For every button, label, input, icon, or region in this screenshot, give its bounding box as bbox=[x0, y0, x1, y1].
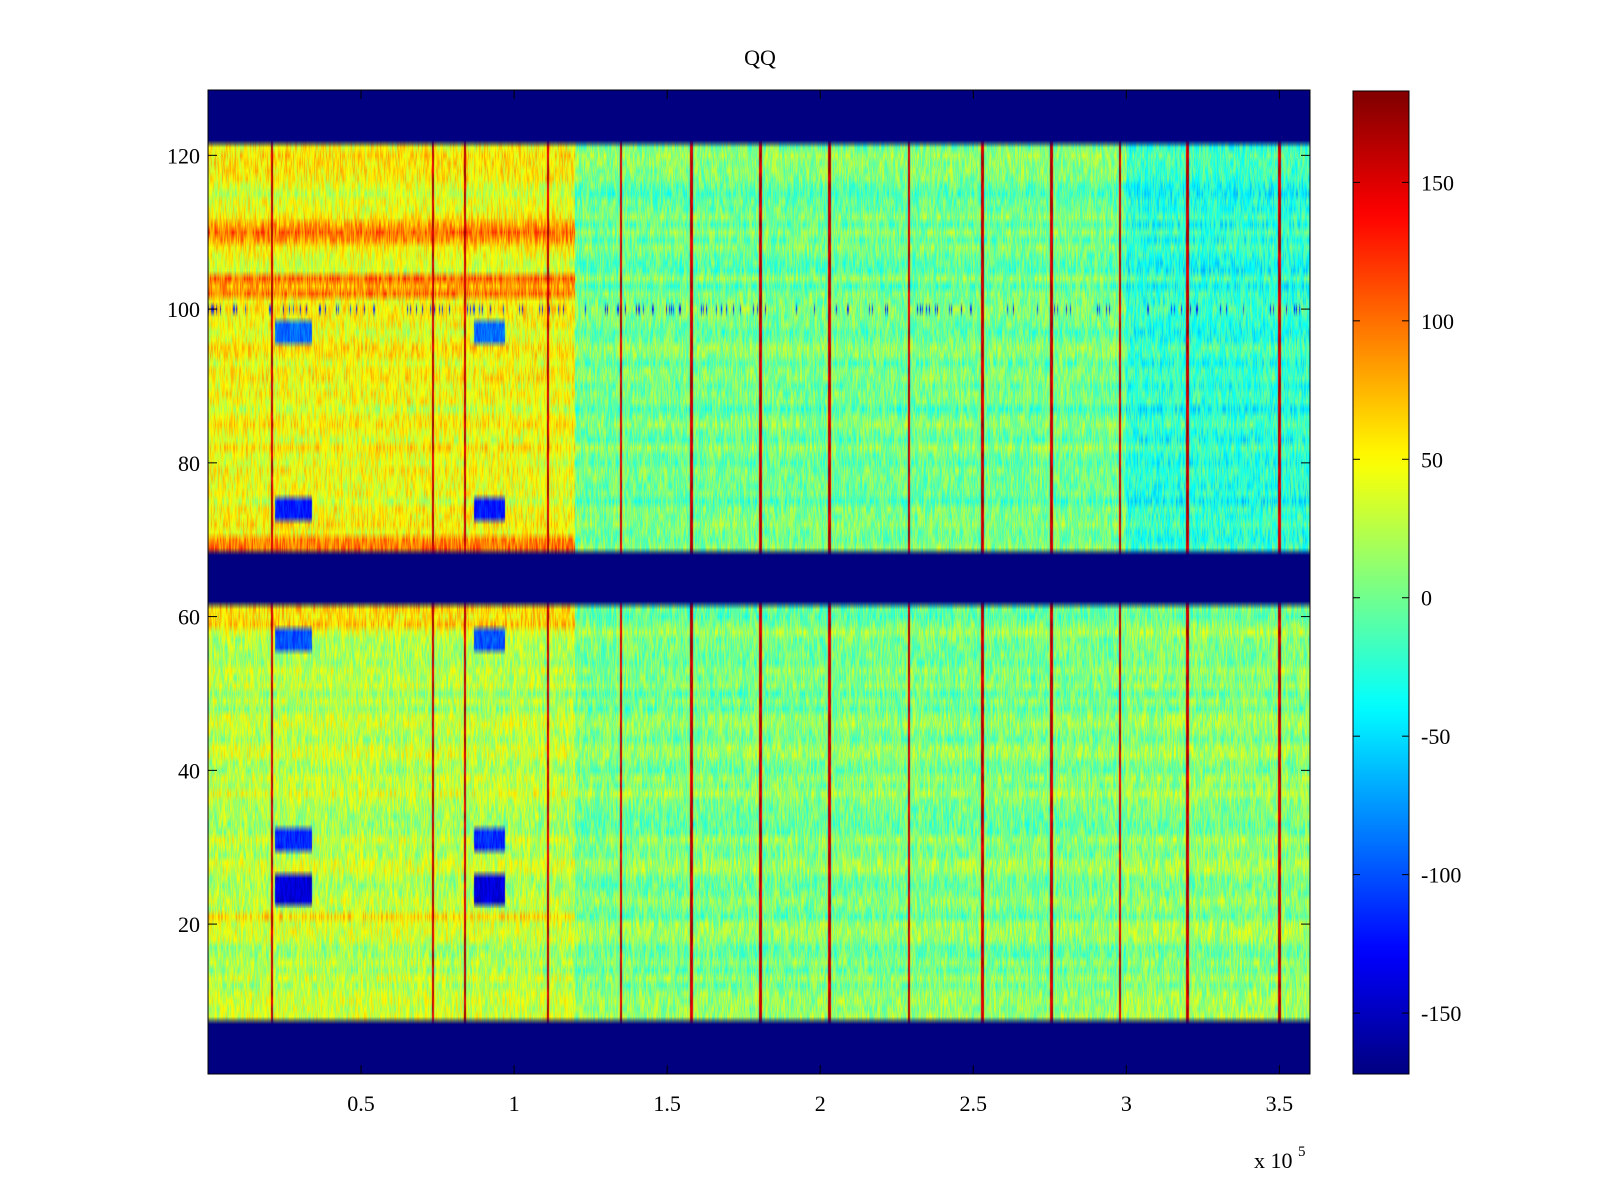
y-axis: 20 40 60 80 100 120 bbox=[167, 143, 1310, 937]
colorbar-tick-label: 0 bbox=[1421, 586, 1432, 611]
x-tick-label: 1.5 bbox=[653, 1091, 681, 1116]
x-tick-label: 2 bbox=[815, 1091, 826, 1116]
colorbar-frame bbox=[1352, 90, 1410, 1075]
x-axis-multiplier-exponent: 5 bbox=[1298, 1144, 1306, 1160]
colorbar-tick-label: -50 bbox=[1421, 724, 1450, 749]
y-tick-label: 100 bbox=[167, 297, 200, 322]
colorbar-tick-label: -150 bbox=[1421, 1001, 1461, 1026]
chart-title: QQ bbox=[744, 45, 776, 70]
y-tick-label: 120 bbox=[167, 143, 200, 168]
colorbar-tick-label: 50 bbox=[1421, 447, 1443, 472]
x-tick-label: 1 bbox=[509, 1091, 520, 1116]
x-axis-multiplier-base: x 10 bbox=[1254, 1148, 1293, 1173]
y-tick-label: 60 bbox=[178, 605, 200, 630]
x-tick-label: 0.5 bbox=[347, 1091, 375, 1116]
colorbar-tick-label: 150 bbox=[1421, 170, 1454, 195]
x-tick-label: 2.5 bbox=[960, 1091, 988, 1116]
x-axis: 0.5 1 1.5 2 2.5 3 3.5 bbox=[347, 90, 1293, 1116]
y-tick-label: 40 bbox=[178, 758, 200, 783]
x-axis-multiplier: x 10 5 bbox=[1254, 1144, 1306, 1173]
x-tick-label: 3 bbox=[1121, 1091, 1132, 1116]
heatmap-image bbox=[208, 90, 1310, 1074]
y-tick-label: 20 bbox=[178, 912, 200, 937]
colorbar: -150 -100 -50 0 50 100 150 bbox=[1352, 90, 1461, 1075]
plot-frame bbox=[207, 89, 1311, 1075]
colorbar-tick-label: 100 bbox=[1421, 309, 1454, 334]
colorbar-gradient bbox=[1353, 91, 1409, 1074]
x-tick-label: 3.5 bbox=[1266, 1091, 1294, 1116]
colorbar-ticks: -150 -100 -50 0 50 100 150 bbox=[1353, 170, 1461, 1026]
colorbar-tick-label: -100 bbox=[1421, 863, 1461, 888]
y-tick-label: 80 bbox=[178, 451, 200, 476]
heatmap-plot-area bbox=[207, 89, 1311, 1075]
